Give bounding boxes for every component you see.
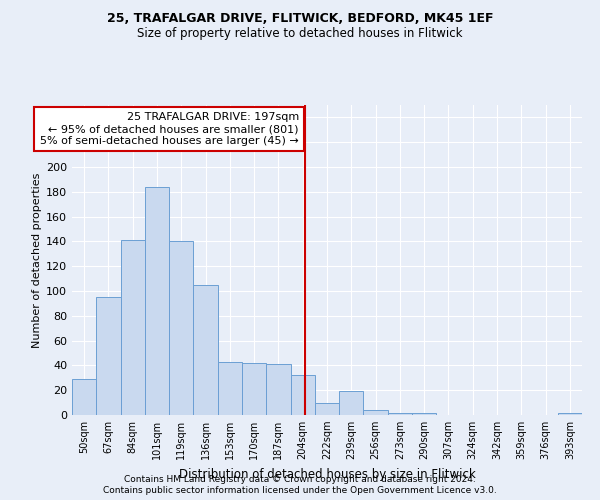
- Bar: [145, 187, 169, 415]
- X-axis label: Distribution of detached houses by size in Flitwick: Distribution of detached houses by size …: [179, 468, 475, 480]
- Bar: [388, 412, 412, 415]
- Bar: [412, 412, 436, 415]
- Text: Contains public sector information licensed under the Open Government Licence v3: Contains public sector information licen…: [103, 486, 497, 495]
- Bar: [242, 363, 266, 415]
- Bar: [218, 362, 242, 415]
- Bar: [121, 240, 145, 415]
- Bar: [169, 242, 193, 415]
- Bar: [193, 285, 218, 415]
- Bar: [290, 376, 315, 415]
- Bar: [339, 392, 364, 415]
- Bar: [315, 402, 339, 415]
- Bar: [364, 410, 388, 415]
- Text: Contains HM Land Registry data © Crown copyright and database right 2024.: Contains HM Land Registry data © Crown c…: [124, 475, 476, 484]
- Text: 25 TRAFALGAR DRIVE: 197sqm
← 95% of detached houses are smaller (801)
5% of semi: 25 TRAFALGAR DRIVE: 197sqm ← 95% of deta…: [40, 112, 299, 146]
- Text: Size of property relative to detached houses in Flitwick: Size of property relative to detached ho…: [137, 28, 463, 40]
- Y-axis label: Number of detached properties: Number of detached properties: [32, 172, 42, 348]
- Text: 25, TRAFALGAR DRIVE, FLITWICK, BEDFORD, MK45 1EF: 25, TRAFALGAR DRIVE, FLITWICK, BEDFORD, …: [107, 12, 493, 26]
- Bar: [558, 412, 582, 415]
- Bar: [266, 364, 290, 415]
- Bar: [96, 297, 121, 415]
- Bar: [72, 379, 96, 415]
